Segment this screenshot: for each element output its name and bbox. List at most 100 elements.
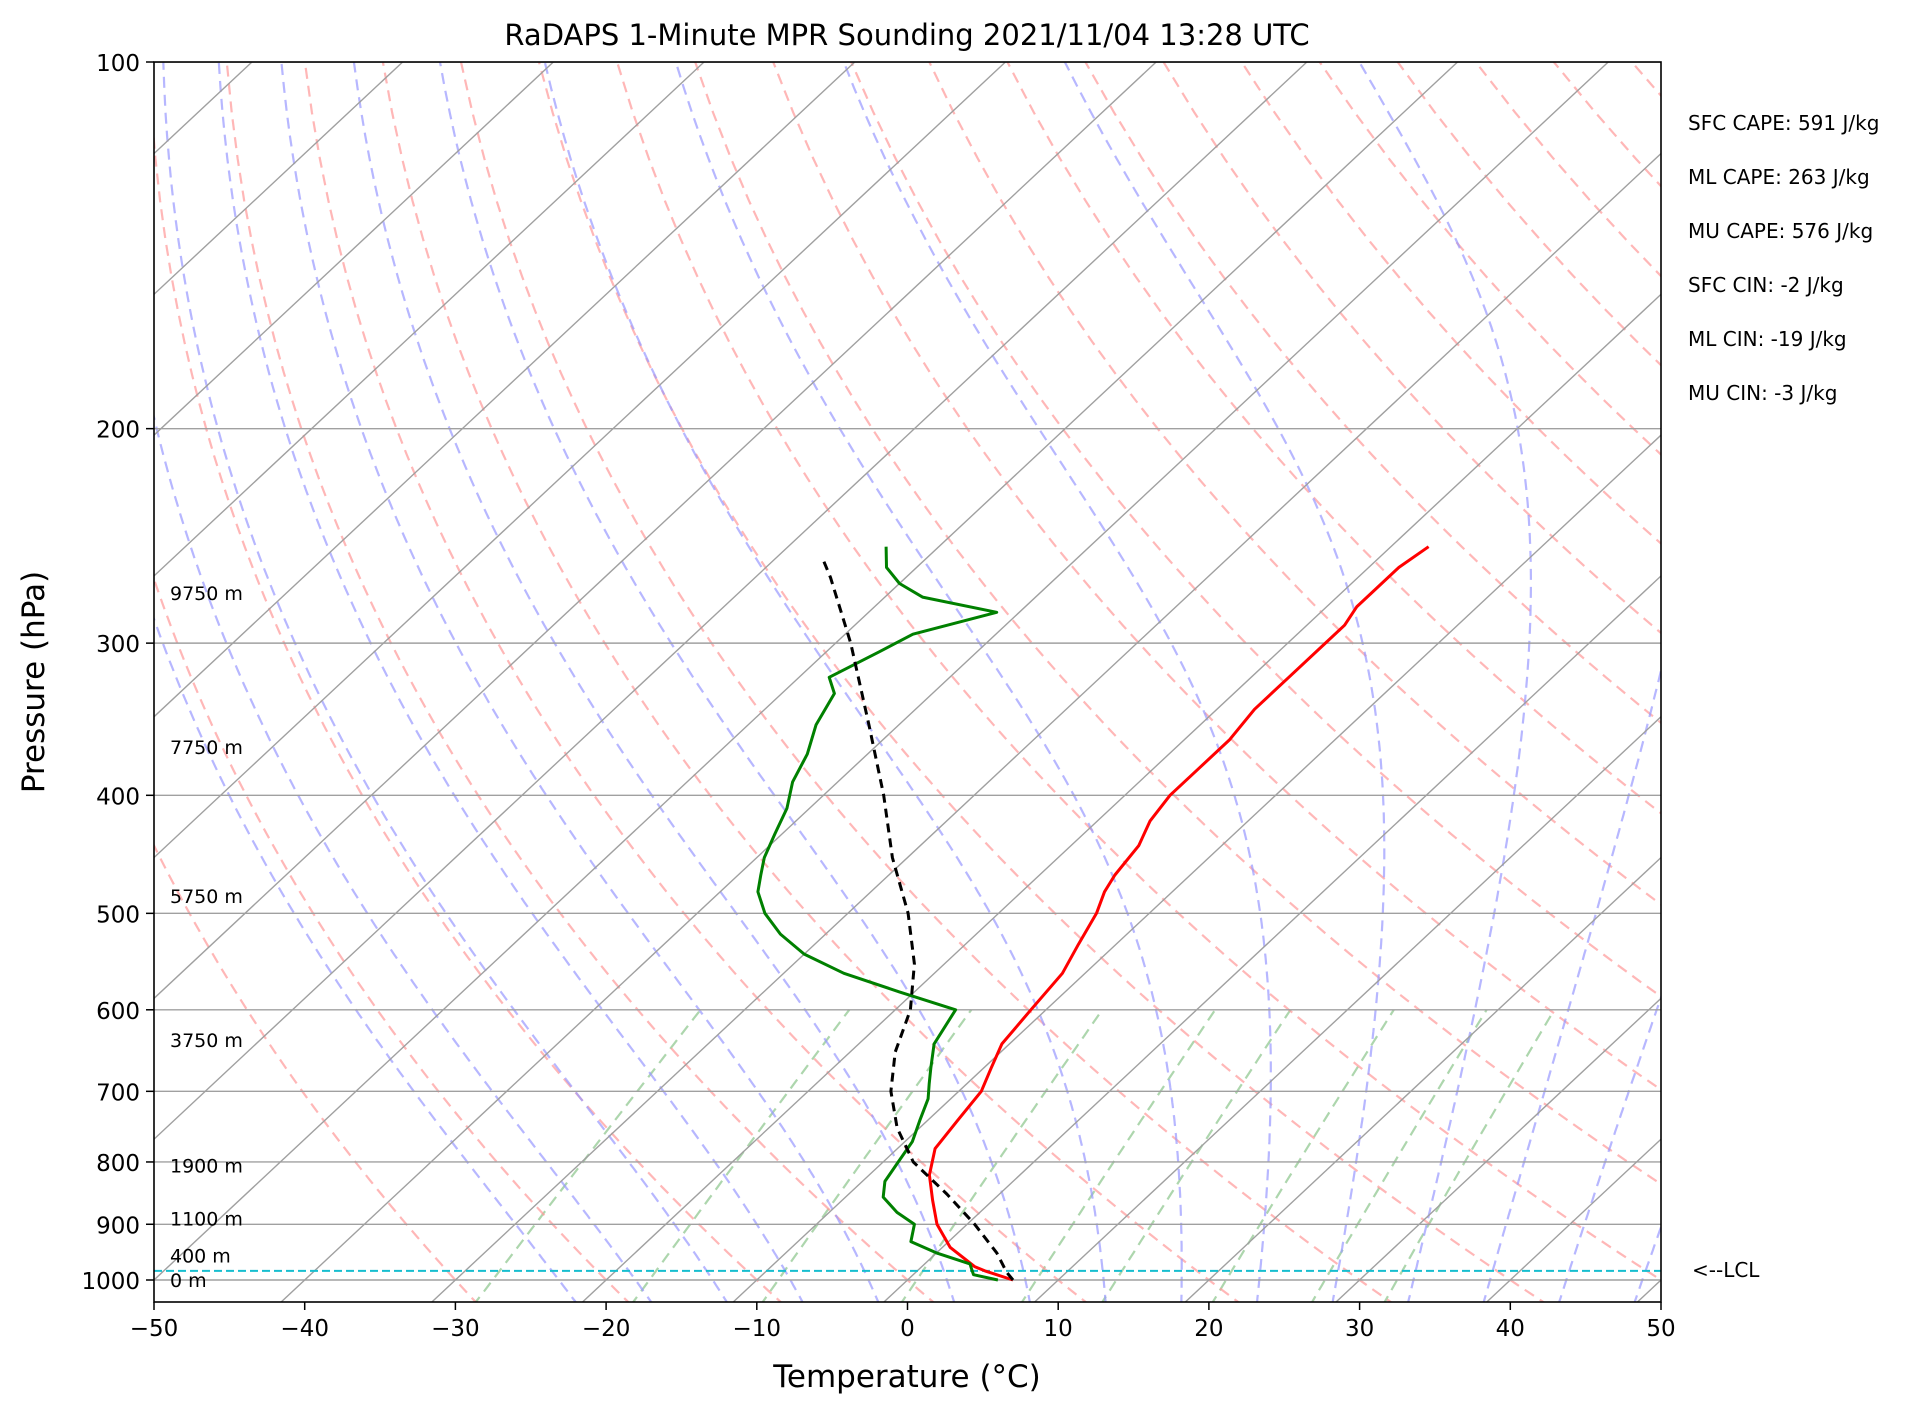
moist-adiabat-line — [438, 62, 1031, 1302]
x-axis-ticks: −50 −40 −30 −20 −10 0 10 20 30 40 50 — [130, 1302, 1676, 1342]
dry-adiabats — [154, 62, 1661, 1302]
dry-adiabat-line — [537, 62, 1546, 1302]
height-label: 9750 m — [170, 583, 243, 605]
y-tick-label: 400 — [96, 784, 140, 810]
temperature-line — [927, 545, 1430, 1282]
isotherm-line — [1184, 856, 1661, 1302]
index-sfc-cape: SFC CAPE: 591 J/kg — [1688, 111, 1879, 135]
dry-adiabat-line — [381, 62, 1241, 1302]
stability-indices: SFC CAPE: 591 J/kg ML CAPE: 263 J/kg MU CA… — [1688, 111, 1879, 405]
moist-adiabats — [154, 62, 1661, 1302]
isotherm-line — [732, 434, 1661, 1302]
moist-adiabat-line — [1482, 665, 1661, 1302]
y-tick-label: 600 — [96, 999, 140, 1025]
isotherm-line — [1335, 997, 1661, 1302]
isotherm-line — [430, 152, 1661, 1302]
dry-adiabat-line — [154, 575, 630, 1302]
mixing-ratio-line — [1101, 1009, 1292, 1302]
x-tick-label: 0 — [900, 1316, 915, 1342]
dry-adiabat-line — [1006, 62, 1661, 815]
dry-adiabat-line — [928, 62, 1661, 906]
isotherm-line — [154, 62, 1006, 859]
mixing-ratio-line — [474, 1009, 702, 1302]
parcel-line — [820, 556, 1015, 1281]
index-mu-cape: MU CAPE: 576 J/kg — [1688, 219, 1873, 243]
moist-adiabat-line — [154, 412, 653, 1302]
x-tick-label: 50 — [1646, 1316, 1675, 1342]
dry-adiabat-line — [154, 128, 783, 1302]
height-label: 0 m — [170, 1270, 207, 1292]
x-axis-label: Temperature (°C) — [772, 1359, 1041, 1395]
isotherm-line — [581, 293, 1661, 1302]
isotherm-line — [280, 62, 1609, 1302]
height-label: 400 m — [170, 1246, 231, 1268]
x-tick-label: −20 — [582, 1316, 631, 1342]
dry-adiabat-line — [1162, 62, 1661, 635]
isotherm-line — [1033, 715, 1661, 1302]
x-tick-label: 40 — [1496, 1316, 1525, 1342]
x-tick-label: 30 — [1345, 1316, 1374, 1342]
x-tick-label: 20 — [1194, 1316, 1223, 1342]
isotherm-line — [154, 62, 1157, 1000]
dry-adiabat-line — [772, 62, 1661, 1092]
moist-adiabat-line — [280, 62, 880, 1302]
x-tick-label: 10 — [1044, 1316, 1073, 1342]
isotherm-line — [154, 62, 705, 577]
y-tick-label: 500 — [96, 902, 140, 928]
height-label: 5750 m — [170, 886, 243, 908]
y-tick-label: 300 — [96, 632, 140, 658]
height-label: 3750 m — [170, 1030, 243, 1052]
y-tick-label: 900 — [96, 1213, 140, 1239]
y-axis-label: Pressure (hPa) — [16, 571, 52, 793]
y-axis-ticks: 100 200 300 400 500 600 700 800 900 1000 — [81, 51, 154, 1295]
y-tick-label: 1000 — [81, 1269, 140, 1295]
y-tick-label: 800 — [96, 1151, 140, 1177]
mixing-ratio-line — [1310, 1009, 1488, 1302]
dry-adiabat-line — [850, 62, 1661, 998]
mixing-ratio-line — [900, 1009, 1104, 1302]
index-ml-cape: ML CAPE: 263 J/kg — [1688, 165, 1870, 189]
dry-adiabat-line — [303, 62, 1088, 1302]
index-sfc-cin: SFC CIN: -2 J/kg — [1688, 273, 1844, 297]
isotherm-line — [154, 62, 856, 718]
isotherm-line — [882, 574, 1661, 1302]
moist-adiabat-line — [1558, 994, 1661, 1302]
y-tick-label: 100 — [96, 51, 140, 77]
isotherm-line — [154, 62, 1459, 1281]
height-label: 1900 m — [170, 1155, 243, 1177]
moist-adiabat-line — [217, 62, 804, 1302]
mixing-ratio-lines — [474, 1009, 1556, 1302]
y-tick-label: 700 — [96, 1080, 140, 1106]
dry-adiabat-line — [459, 62, 1393, 1302]
moist-adiabat-line — [1358, 62, 1532, 1302]
isotherm-line — [154, 62, 554, 437]
x-tick-label: −50 — [130, 1316, 179, 1342]
x-tick-label: −40 — [280, 1316, 329, 1342]
height-label: 7750 m — [170, 737, 243, 759]
index-mu-cin: MU CIN: -3 J/kg — [1688, 381, 1837, 405]
moist-adiabat-line — [154, 615, 578, 1302]
moist-adiabat-line — [674, 62, 1183, 1302]
height-label: 1100 m — [170, 1208, 243, 1230]
chart-title: RaDAPS 1-Minute MPR Sounding 2021/11/04 … — [504, 18, 1309, 52]
mixing-ratio-line — [1211, 1009, 1395, 1302]
index-ml-cin: ML CIN: -19 J/kg — [1688, 327, 1847, 351]
dry-adiabat-line — [154, 843, 478, 1302]
dry-adiabat-line — [616, 62, 1661, 1282]
mixing-ratio-line — [631, 1009, 851, 1302]
mixing-ratio-line — [1020, 1009, 1217, 1302]
isotherms — [154, 62, 1661, 1302]
series-lines — [756, 545, 1430, 1282]
x-tick-label: −10 — [733, 1316, 782, 1342]
isotherm-line — [154, 62, 404, 296]
mixing-ratio-line — [1383, 1009, 1556, 1302]
isotherm-line — [154, 62, 1308, 1141]
y-tick-label: 200 — [96, 418, 140, 444]
x-tick-label: −30 — [431, 1316, 480, 1342]
dry-adiabat-line — [694, 62, 1661, 1186]
moist-adiabat-line — [352, 62, 956, 1302]
